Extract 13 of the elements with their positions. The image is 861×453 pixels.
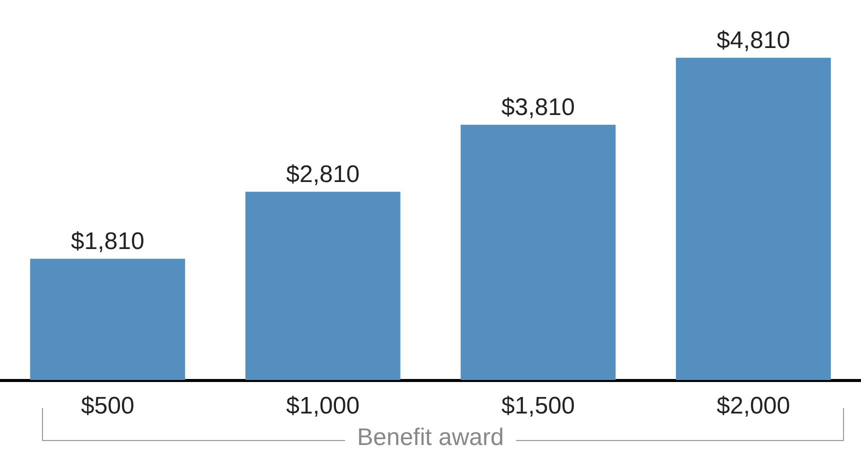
bar — [676, 58, 831, 380]
x-tick-label: $500 — [80, 392, 134, 420]
x-tick-label: $1,500 — [501, 392, 575, 420]
x-tick-label: $2,000 — [716, 392, 790, 420]
bar — [30, 258, 186, 380]
bar — [460, 124, 616, 380]
bar — [245, 192, 400, 380]
data-label: $3,810 — [501, 94, 575, 122]
x-tick-label: $1,000 — [286, 392, 360, 420]
data-label: $1,810 — [70, 228, 144, 256]
data-label: $4,810 — [716, 27, 790, 54]
x-axis-title: Benefit award — [345, 424, 516, 451]
data-label: $2,810 — [286, 161, 360, 188]
